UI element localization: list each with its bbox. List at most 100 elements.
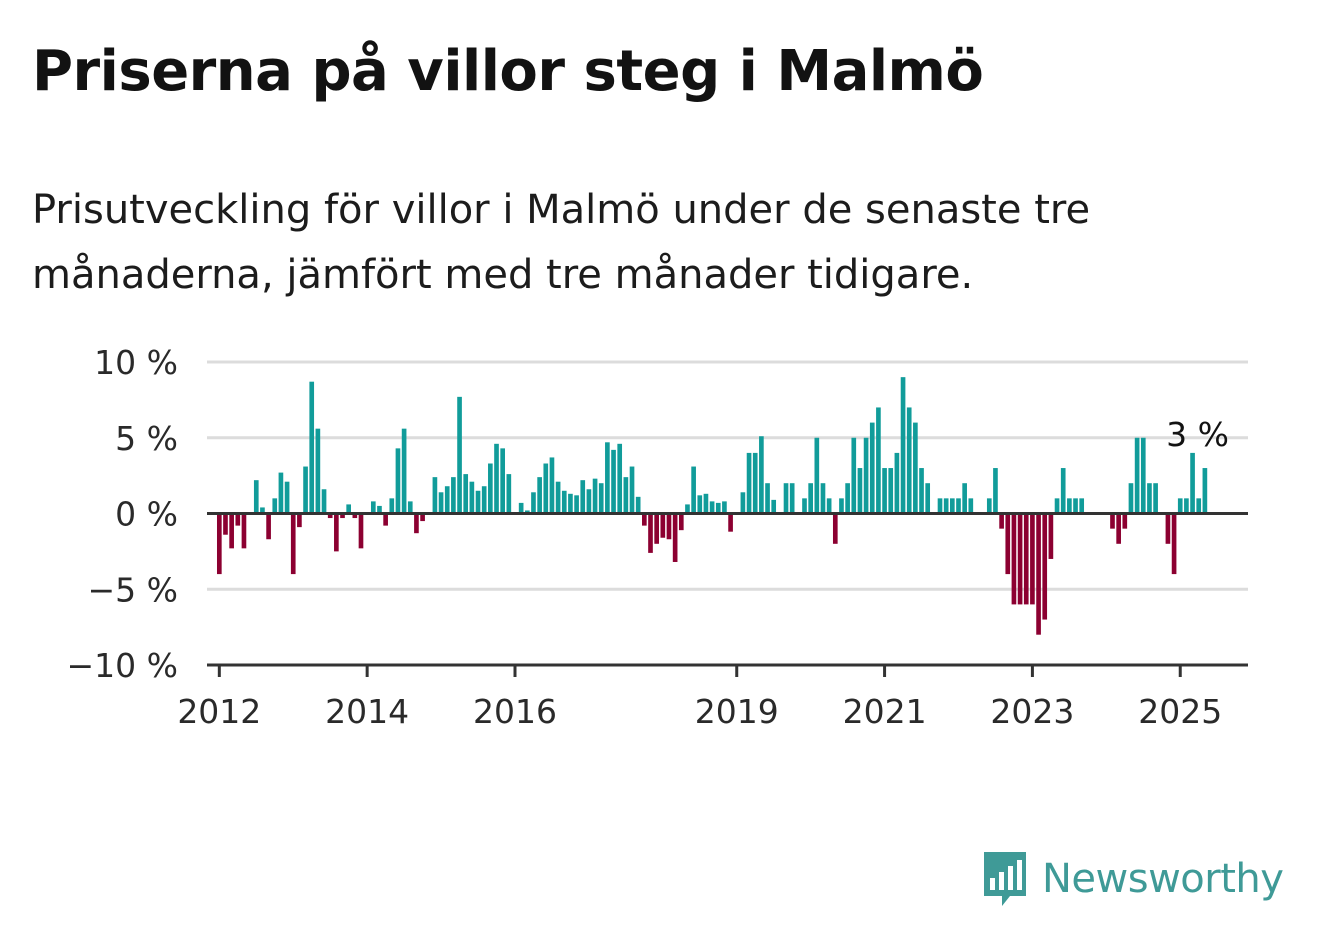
bar (303, 466, 308, 514)
bar (789, 483, 795, 514)
y-tick-label: 0 % (115, 495, 178, 534)
bar (377, 505, 382, 514)
bar (1073, 498, 1078, 514)
bar (623, 477, 629, 514)
bar (715, 502, 721, 514)
y-tick-label: −10 % (67, 646, 179, 685)
bar (906, 407, 912, 514)
x-tick-label: 2016 (473, 692, 557, 731)
bar (463, 474, 469, 514)
bar (648, 513, 653, 553)
bar (1165, 513, 1171, 544)
bar (457, 396, 462, 514)
chart-title: Priserna på villor steg i Malmö (32, 39, 984, 104)
x-tick-label: 2023 (990, 692, 1074, 731)
bar (241, 513, 247, 549)
bar (1140, 437, 1146, 514)
newsworthy-brand: Newsworthy (980, 848, 1284, 910)
bar (524, 510, 530, 514)
bar (709, 501, 715, 514)
bar (1048, 513, 1054, 559)
bar (321, 489, 327, 514)
bar (863, 437, 869, 514)
bar (494, 443, 499, 514)
bar (869, 422, 875, 514)
bar (451, 477, 456, 514)
bar (697, 495, 703, 514)
bar (1017, 513, 1023, 605)
bar (518, 502, 524, 514)
bar (580, 480, 586, 514)
bar (272, 498, 278, 514)
bar (1060, 468, 1066, 514)
bar (500, 448, 505, 514)
bar (543, 463, 549, 514)
bar (660, 513, 666, 538)
bar (956, 498, 961, 514)
bar (740, 492, 746, 514)
bar (481, 486, 487, 514)
bar (617, 443, 623, 514)
bar (851, 437, 857, 514)
bar (765, 483, 770, 514)
bar (876, 407, 881, 514)
bar (832, 513, 838, 544)
bar (586, 489, 592, 514)
bar (598, 483, 604, 514)
bar (395, 448, 401, 514)
bar (1177, 498, 1183, 514)
bar (531, 492, 536, 514)
bar (352, 513, 358, 519)
bar (334, 513, 339, 552)
bar (438, 492, 444, 514)
bar (1011, 513, 1017, 605)
bar (407, 501, 413, 514)
bar (475, 490, 481, 514)
bar (826, 498, 832, 514)
bar (635, 496, 641, 514)
bar (260, 507, 265, 514)
x-axis-ticks: 2012 2014 2016 2019 2021 2023 2025 (177, 665, 1222, 731)
bar (1042, 513, 1048, 620)
bar (358, 513, 364, 549)
bar (962, 483, 967, 514)
bar (894, 452, 900, 514)
bar (605, 442, 610, 514)
bar (555, 481, 561, 514)
bar (1116, 513, 1121, 544)
bar (986, 498, 992, 514)
bar (1196, 498, 1202, 514)
bar (685, 504, 690, 514)
bar (703, 493, 709, 514)
bar (1122, 513, 1128, 529)
bar (728, 513, 733, 532)
bar (839, 498, 844, 514)
bar (253, 480, 259, 514)
bar (561, 490, 567, 514)
bar (284, 481, 290, 514)
bars (216, 377, 1208, 635)
bar (389, 498, 395, 514)
x-tick-label: 2019 (695, 692, 779, 731)
bar (1110, 513, 1115, 529)
bar (937, 498, 943, 514)
bar (537, 477, 542, 514)
bar (506, 474, 512, 514)
last-value-label: 3 % (1166, 415, 1229, 454)
brand-name: Newsworthy (1042, 856, 1284, 902)
y-tick-label: −5 % (88, 570, 179, 609)
bar (857, 468, 863, 514)
bar (1054, 498, 1060, 514)
bar (771, 499, 777, 514)
bar (327, 513, 333, 519)
bar (691, 466, 696, 514)
bar (900, 377, 906, 514)
bar (444, 486, 450, 514)
bar (845, 483, 850, 514)
bar (925, 483, 931, 514)
x-tick-label: 2025 (1138, 692, 1222, 731)
bar (1067, 498, 1072, 514)
bar (1128, 483, 1134, 514)
bar (814, 437, 820, 514)
bar (802, 498, 807, 514)
